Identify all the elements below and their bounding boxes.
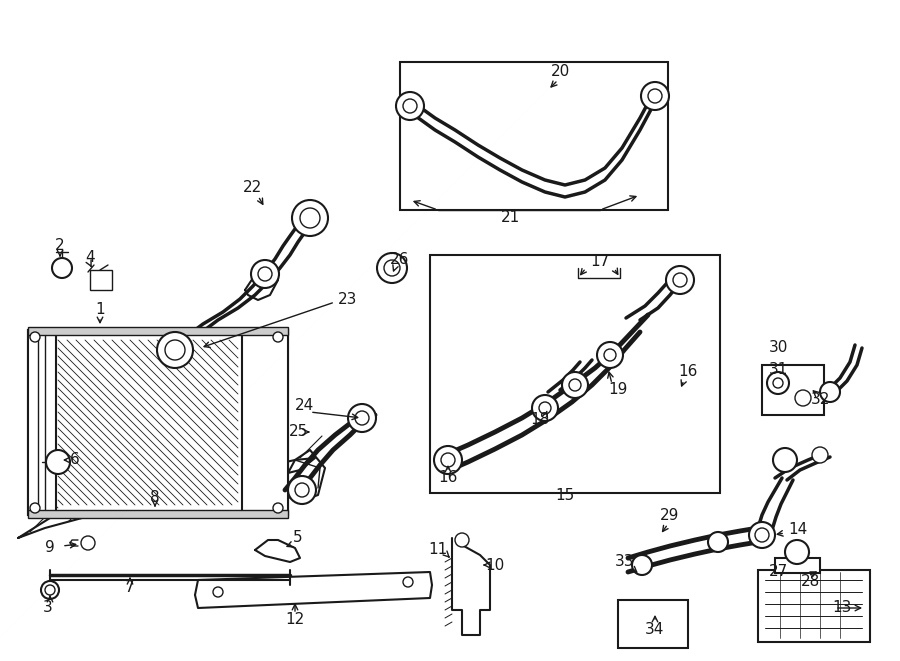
Circle shape [641,82,669,110]
Circle shape [532,395,558,421]
Circle shape [396,92,424,120]
Text: 17: 17 [590,254,609,270]
Circle shape [52,258,72,278]
Text: 22: 22 [242,180,262,196]
Circle shape [273,503,283,513]
Circle shape [441,453,455,467]
Circle shape [45,585,55,595]
Text: 21: 21 [500,210,519,225]
Bar [775,558,820,573]
Text: 18: 18 [530,412,550,428]
Text: 16: 16 [679,364,698,379]
Bar [762,365,824,415]
Circle shape [81,536,95,550]
Text: 31: 31 [769,362,788,377]
Text: 5: 5 [293,531,302,545]
Circle shape [300,208,320,228]
Circle shape [165,340,185,360]
Text: 19: 19 [608,383,627,397]
Circle shape [455,533,469,547]
Circle shape [749,522,775,548]
Circle shape [434,446,462,474]
Text: 25: 25 [288,424,308,440]
Circle shape [295,483,309,497]
Bar [28,330,56,515]
Circle shape [666,266,694,294]
Circle shape [767,372,789,394]
Bar [430,255,720,493]
Bar [90,270,112,290]
Text: 11: 11 [428,543,447,557]
Circle shape [213,587,223,597]
Text: 20: 20 [551,65,570,79]
Circle shape [157,332,193,368]
Circle shape [384,260,400,276]
Text: 34: 34 [645,623,665,637]
Bar [758,570,870,642]
Circle shape [812,447,828,463]
Circle shape [755,528,769,542]
Text: 30: 30 [769,340,788,356]
Circle shape [30,332,40,342]
Bar [28,327,288,335]
Text: 32: 32 [810,393,830,407]
Text: 28: 28 [800,574,820,590]
Circle shape [773,378,783,388]
Circle shape [785,540,809,564]
Circle shape [820,382,840,402]
Circle shape [41,581,59,599]
Text: 9: 9 [45,541,55,555]
Circle shape [258,267,272,281]
Circle shape [539,402,551,414]
Circle shape [604,349,616,361]
Text: 26: 26 [391,253,410,268]
Text: 13: 13 [832,600,851,615]
Circle shape [562,372,588,398]
Circle shape [632,555,652,575]
Text: 2: 2 [55,237,65,253]
Circle shape [348,404,376,432]
Text: 33: 33 [616,555,634,570]
Circle shape [673,273,687,287]
Bar [618,600,688,648]
Text: 12: 12 [285,613,304,627]
Circle shape [403,99,417,113]
Circle shape [355,411,369,425]
Circle shape [251,260,279,288]
Text: 16: 16 [438,471,458,485]
Text: 15: 15 [555,488,574,504]
Text: 8: 8 [150,490,160,504]
Circle shape [773,448,797,472]
Text: 27: 27 [769,564,788,580]
Text: 1: 1 [95,303,104,317]
Circle shape [708,532,728,552]
Bar [28,330,288,515]
Circle shape [597,342,623,368]
Text: 3: 3 [43,600,53,615]
Circle shape [273,332,283,342]
Circle shape [648,89,662,103]
Bar [28,510,288,518]
Circle shape [30,503,40,513]
Text: 23: 23 [338,293,357,307]
Text: 6: 6 [70,453,80,467]
Bar [242,330,288,515]
Text: 29: 29 [661,508,680,524]
Text: 10: 10 [485,557,505,572]
Text: 4: 4 [86,251,94,266]
Text: 7: 7 [125,580,135,596]
Circle shape [795,390,811,406]
Circle shape [292,200,328,236]
Text: 24: 24 [295,397,315,412]
Circle shape [403,577,413,587]
Circle shape [46,450,70,474]
Text: 14: 14 [788,522,807,537]
Circle shape [377,253,407,283]
Circle shape [569,379,581,391]
Circle shape [288,476,316,504]
Bar [400,62,668,210]
